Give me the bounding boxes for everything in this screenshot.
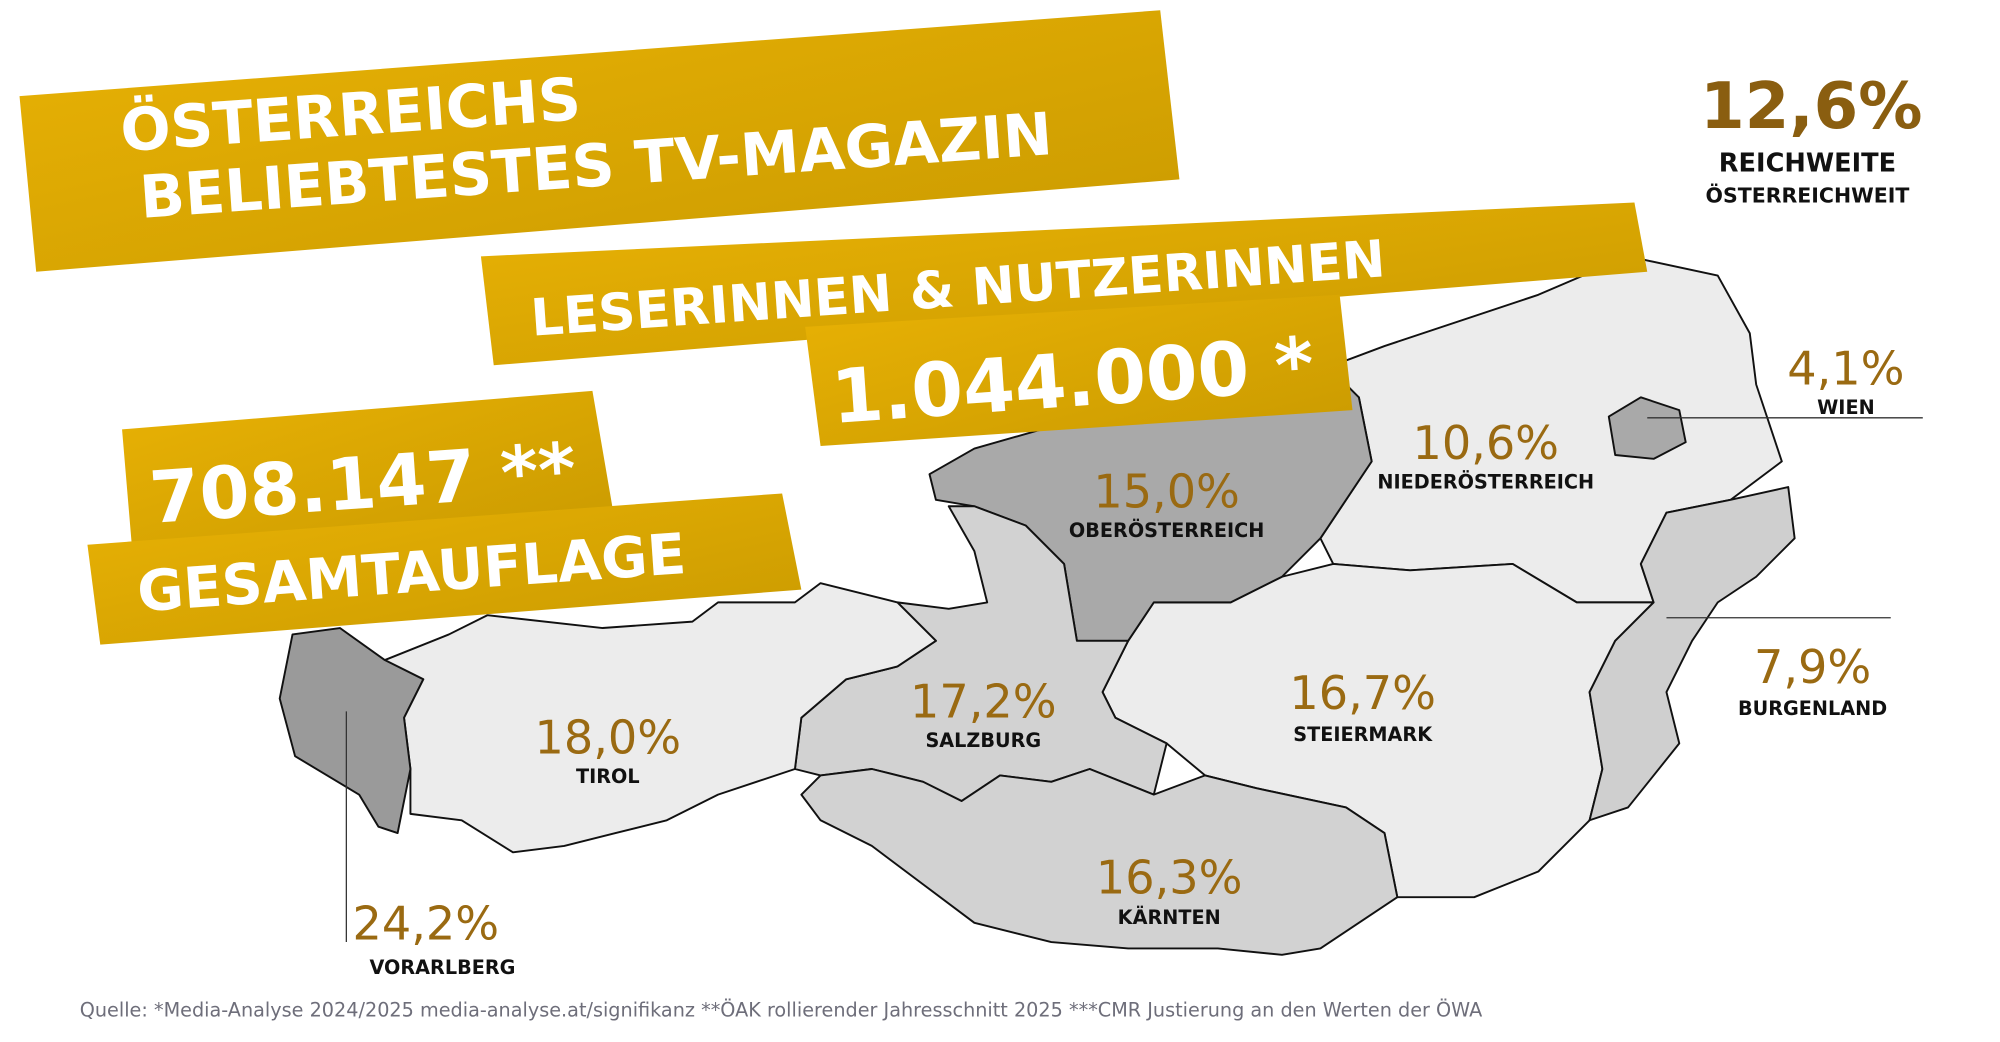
region-wien <box>1607 396 1687 460</box>
region-name: SALZBURG <box>925 729 1041 752</box>
region-value: 7,9% <box>1754 640 1871 694</box>
region-value: 24,2% <box>353 896 500 950</box>
banner <box>122 390 613 552</box>
source-note: Quelle: *Media-Analyse 2024/2025 media-a… <box>80 998 1483 1021</box>
banner <box>480 202 1648 366</box>
region-name: OBERÖSTERREICH <box>1069 518 1264 542</box>
region-value: 16,3% <box>1096 850 1243 904</box>
region-name: TIROL <box>576 765 640 788</box>
region-value: 18,0% <box>535 711 682 765</box>
region-value: 17,2% <box>910 675 1057 729</box>
region-name: KÄRNTEN <box>1118 905 1221 929</box>
region-name: WIEN <box>1817 396 1875 419</box>
region-name: STEIERMARK <box>1293 723 1433 746</box>
banner <box>19 10 1180 272</box>
reach: 12,6% REICHWEITE ÖSTERREICHWEIT <box>1700 70 1922 207</box>
reach-label: REICHWEITE <box>1719 149 1896 179</box>
region-value: 4,1% <box>1787 342 1904 396</box>
region-burgenland <box>1588 486 1796 822</box>
banner <box>805 294 1353 447</box>
reach-label: ÖSTERREICHWEIT <box>1706 183 1910 208</box>
banner <box>87 493 802 645</box>
region-kaernten <box>800 768 1399 956</box>
region-name: NIEDERÖSTERREICH <box>1377 469 1594 493</box>
region-value: 10,6% <box>1412 416 1559 470</box>
region-value: 15,0% <box>1093 465 1240 519</box>
region-name: BURGENLAND <box>1738 697 1887 720</box>
region-labels: 24,2% VORARLBERG 18,0% TIROL 17,2% SALZB… <box>353 342 1905 980</box>
reach-value: 12,6% <box>1700 70 1922 144</box>
map <box>278 255 1796 956</box>
region-vorarlberg <box>278 627 425 835</box>
banners: ÖSTERREICHS BELIEBTESTES TV-MAGAZIN LESE… <box>19 10 1648 645</box>
region-tirol <box>383 582 937 854</box>
region-value: 16,7% <box>1289 666 1436 720</box>
leader-lines <box>345 417 1923 943</box>
region-name: VORARLBERG <box>369 956 515 979</box>
